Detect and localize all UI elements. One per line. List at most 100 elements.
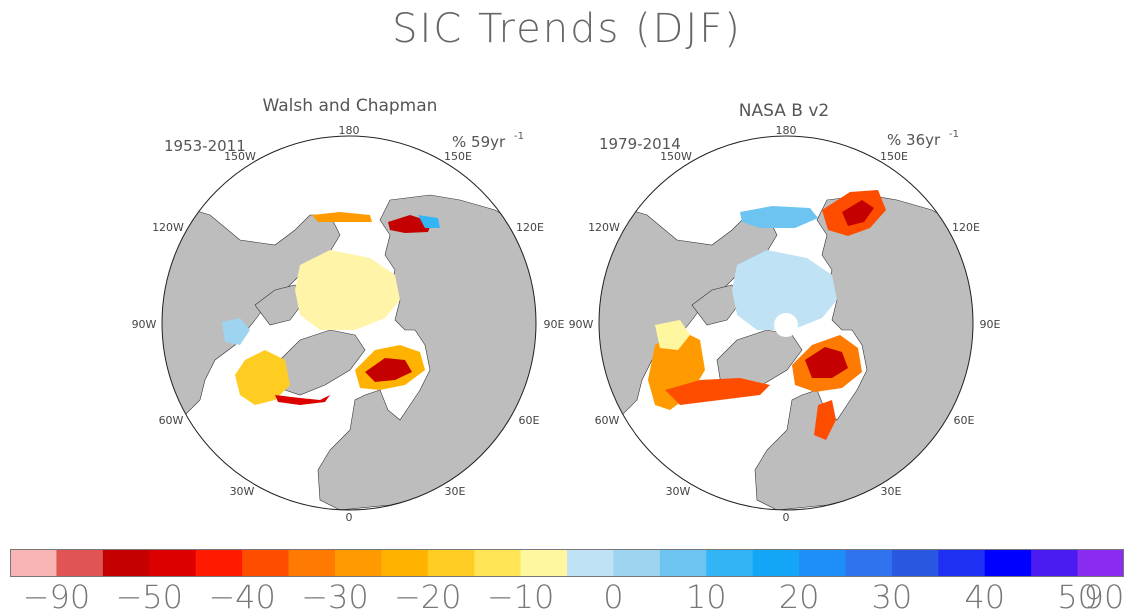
panel-left-map: Walsh and Chapman 1953-2011 % 59yr -1 [132, 96, 565, 524]
colorbar-swatch-8 [381, 549, 429, 577]
right-lon-60w: 60W [595, 414, 620, 427]
left-trend-okhotsk-blue [418, 215, 440, 228]
right-lon-30e: 30E [881, 485, 902, 498]
colorbar-swatch-17 [799, 549, 846, 577]
left-trend-hudson-blue [222, 318, 250, 345]
colorbar-swatch-20 [938, 549, 986, 577]
colorbar-swatch-16 [752, 549, 800, 577]
left-land-greenland [279, 329, 366, 396]
right-trend-bering-blue [740, 206, 818, 228]
left-lon-120e: 120E [516, 221, 544, 234]
left-lon-150w: 150W [224, 150, 256, 163]
colorbar-label: 20 [778, 578, 820, 616]
right-trend-baltic [814, 400, 836, 440]
svg-text:% 59yr: % 59yr [452, 133, 506, 151]
right-lon-90w: 90W [569, 318, 594, 331]
left-map-boundary [161, 135, 537, 511]
left-lon-120w: 120W [152, 221, 184, 234]
colorbar-label: 90 [1083, 578, 1125, 616]
right-lon-150e: 150E [880, 150, 908, 163]
colorbar-label: −90 [22, 578, 91, 616]
colorbar-swatch-0 [10, 549, 57, 577]
right-lon-120e: 120E [952, 221, 980, 234]
left-trend-bering [312, 212, 372, 222]
colorbar-swatch-5 [242, 549, 289, 577]
colorbar-label: −10 [486, 578, 555, 616]
left-trend-barents-strong [365, 358, 412, 382]
colorbar-swatch-21 [984, 549, 1032, 577]
svg-text:-1: -1 [949, 129, 959, 140]
colorbar-labels: −90 −50 −40 −30 −20 −10 0 10 20 30 40 50 90 [10, 578, 1125, 616]
right-lon-0: 0 [783, 511, 790, 524]
colorbar-label: 30 [871, 578, 913, 616]
right-map-content [599, 190, 973, 510]
colorbar-swatch-7 [334, 549, 382, 577]
left-ice-basin [295, 250, 400, 330]
colorbar-swatch-9 [427, 549, 475, 577]
left-lon-180: 180 [339, 124, 360, 137]
right-trend-labrador-strong [665, 378, 770, 405]
right-lon-120w: 120W [588, 221, 620, 234]
right-lon-180: 180 [776, 124, 797, 137]
left-lon-60w: 60W [159, 414, 184, 427]
panel-right-map: NASA B v2 1979-2014 % 36yr -1 [569, 101, 1001, 524]
left-lon-labels: 180 150W 150E 120W 120E 90W 90E 60W 60E … [132, 124, 565, 524]
colorbar-swatch-6 [288, 549, 336, 577]
right-lon-90e: 90E [980, 318, 1001, 331]
left-lon-30w: 30W [230, 485, 255, 498]
figure-title: SIC Trends (DJF) [392, 6, 742, 52]
colorbar-label: −50 [115, 578, 184, 616]
panel-right-units: % 36yr -1 [887, 129, 959, 149]
colorbar-swatch-13 [613, 549, 661, 577]
right-map-boundary [598, 135, 974, 511]
panel-left-period: 1953-2011 [164, 137, 246, 155]
left-lon-30e: 30E [445, 485, 466, 498]
svg-text:-1: -1 [514, 131, 524, 142]
left-map-content [162, 194, 536, 510]
colorbar-swatch-12 [567, 549, 614, 577]
colorbar-label: −20 [393, 578, 462, 616]
right-pole-hole [774, 313, 798, 337]
colorbar-swatch-11 [520, 549, 568, 577]
colorbar-swatch-3 [149, 549, 197, 577]
left-lon-150e: 150E [444, 150, 472, 163]
left-trend-labrador-edge [275, 395, 330, 405]
left-lon-60e: 60E [519, 414, 540, 427]
left-lon-90e: 90E [544, 318, 565, 331]
colorbar-swatch-4 [195, 549, 243, 577]
panel-left-units: % 59yr -1 [452, 131, 524, 151]
colorbar-label: 50 [1057, 578, 1098, 616]
colorbar-swatch-2 [102, 549, 150, 577]
colorbar-swatch-19 [891, 549, 939, 577]
colorbar-swatch-15 [706, 549, 754, 577]
colorbar-label: −30 [301, 578, 369, 616]
left-trend-labrador [235, 350, 290, 405]
colorbar-swatch-1 [56, 549, 104, 577]
colorbar [10, 549, 1124, 577]
colorbar-label: 0 [603, 578, 624, 616]
colorbar-frame [10, 549, 1124, 577]
left-lon-90w: 90W [132, 318, 157, 331]
right-lon-30w: 30W [666, 485, 691, 498]
left-lon-0: 0 [346, 511, 353, 524]
panel-right-name: NASA B v2 [739, 101, 829, 121]
colorbar-label: −40 [208, 578, 276, 616]
colorbar-swatch-10 [474, 549, 522, 577]
right-trend-okhotsk-strong [842, 200, 874, 226]
right-lon-60e: 60E [954, 414, 975, 427]
right-lon-150w: 150W [660, 150, 692, 163]
left-land-northamerica [162, 199, 341, 421]
colorbar-label: 40 [964, 578, 1006, 616]
right-land-northamerica [599, 199, 778, 421]
right-trend-barents-strong [805, 347, 848, 378]
colorbar-swatch-14 [659, 549, 707, 577]
panel-left-name: Walsh and Chapman [263, 96, 438, 116]
right-ice-basin [732, 250, 837, 330]
colorbar-swatch-18 [845, 549, 893, 577]
panel-right-period: 1979-2014 [599, 135, 681, 153]
colorbar-swatch-23 [1077, 549, 1124, 577]
colorbar-swatch-22 [1031, 549, 1079, 577]
right-lon-labels: 180 150W 150E 120W 120E 90W 90E 60W 60E … [569, 124, 1001, 524]
right-trend-hudson [655, 320, 690, 350]
